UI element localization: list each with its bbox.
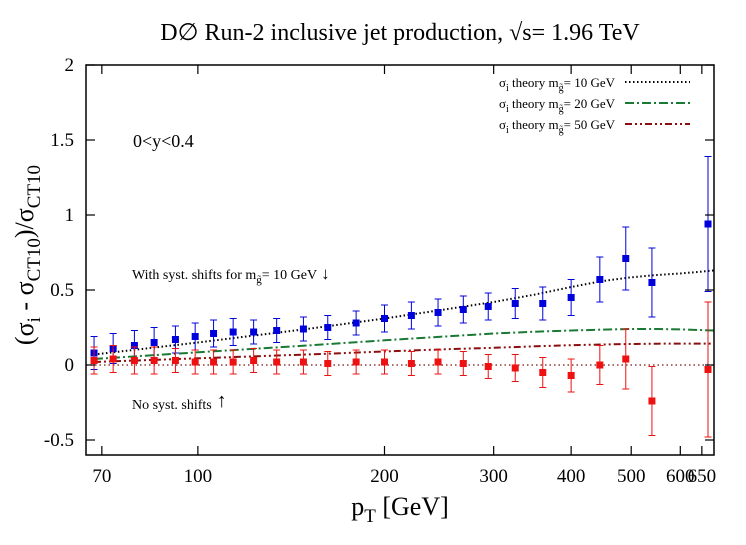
theory-curve: [93, 342, 714, 363]
x-tick-label: 300: [479, 466, 508, 487]
data-point: [130, 342, 138, 349]
legend-entry: σi theory mg̃= 20 GeV: [499, 96, 690, 115]
y-tick-label: 1: [65, 205, 75, 226]
data-point: [407, 360, 415, 367]
data-point: [299, 325, 307, 333]
down-arrow-icon: ↓: [321, 264, 330, 283]
region-label: 0<y<0.4: [133, 131, 194, 151]
data-point: [704, 220, 712, 228]
data-point: [434, 358, 442, 366]
data-point: [484, 303, 492, 310]
data-point: [567, 372, 575, 379]
data-point: [229, 358, 237, 366]
legend: σi theory mg̃= 10 GeV σi theory mg̃= 20 …: [499, 75, 690, 136]
data-point: [622, 355, 630, 363]
data-point: [648, 397, 656, 405]
theory-curve: [93, 328, 714, 360]
data-point: [191, 333, 199, 340]
y-tick-label: -0.5: [44, 430, 74, 451]
legend-entry: σi theory mg̃= 10 GeV: [499, 75, 690, 94]
data-point: [250, 328, 258, 336]
data-point: [622, 255, 630, 262]
data-point: [299, 358, 307, 366]
data-point: [130, 357, 138, 364]
data-point: [150, 339, 158, 346]
data-point: [229, 328, 237, 336]
legend-entry: σi theory mg̃= 50 GeV: [499, 117, 690, 136]
y-axis-title: (σi - σCT10)/σCT10: [10, 165, 45, 345]
x-tick-label: 500: [617, 466, 646, 487]
x-tick-label: 400: [557, 466, 586, 487]
data-point: [407, 312, 415, 319]
x-tick-label: 650: [688, 466, 717, 487]
data-point: [171, 357, 179, 364]
data-point: [90, 357, 98, 364]
data-point: [596, 361, 604, 369]
x-axis-title: pT [GeV]: [351, 492, 449, 527]
data-point: [273, 327, 281, 334]
data-point: [150, 357, 158, 364]
legend-label: σi theory mg̃= 10 GeV: [499, 75, 616, 94]
y-tick-label: 0.5: [50, 280, 74, 301]
y-tick-label: 1.5: [50, 130, 74, 151]
data-point: [250, 357, 258, 364]
annotation-with-shifts: With syst. shifts for mg̃= 10 GeV ↓: [132, 264, 330, 286]
x-tick-label: 100: [184, 466, 213, 487]
data-point: [511, 364, 519, 372]
theory-curves: [93, 269, 714, 363]
data-point: [171, 336, 179, 343]
data-point: [381, 358, 389, 366]
data-points: [90, 156, 712, 438]
data-point: [484, 363, 492, 370]
up-arrow-icon: ↑: [217, 390, 227, 412]
x-tick-label: 200: [370, 466, 399, 487]
plot-frame: [85, 64, 715, 456]
data-point: [567, 294, 575, 301]
data-point: [648, 279, 656, 286]
data-point: [539, 300, 547, 307]
data-point: [511, 300, 519, 307]
annotation-no-shifts: No syst. shifts ↑: [132, 390, 227, 413]
x-tick-label: 70: [92, 466, 111, 487]
data-point: [459, 360, 467, 367]
data-point: [596, 276, 604, 283]
data-point: [210, 358, 218, 366]
data-point: [109, 355, 117, 363]
legend-label: σi theory mg̃= 20 GeV: [499, 96, 616, 115]
y-tick-label: 0: [65, 355, 75, 376]
y-tick-label: 2: [65, 55, 75, 76]
data-point: [210, 330, 218, 337]
data-point: [539, 369, 547, 376]
x-tick-label: 600: [666, 466, 695, 487]
legend-label: σi theory mg̃= 50 GeV: [499, 117, 616, 136]
chart-title: D∅ Run-2 inclusive jet production, √s= 1…: [160, 20, 640, 46]
data-point: [352, 319, 360, 327]
data-point: [273, 358, 281, 366]
data-point: [381, 315, 389, 322]
data-point: [352, 358, 360, 366]
data-point: [324, 324, 332, 331]
theory-curve: [93, 269, 714, 356]
data-point: [704, 366, 712, 373]
data-point: [434, 309, 442, 316]
data-point: [191, 358, 199, 366]
data-point: [324, 360, 332, 367]
data-point: [459, 306, 467, 313]
